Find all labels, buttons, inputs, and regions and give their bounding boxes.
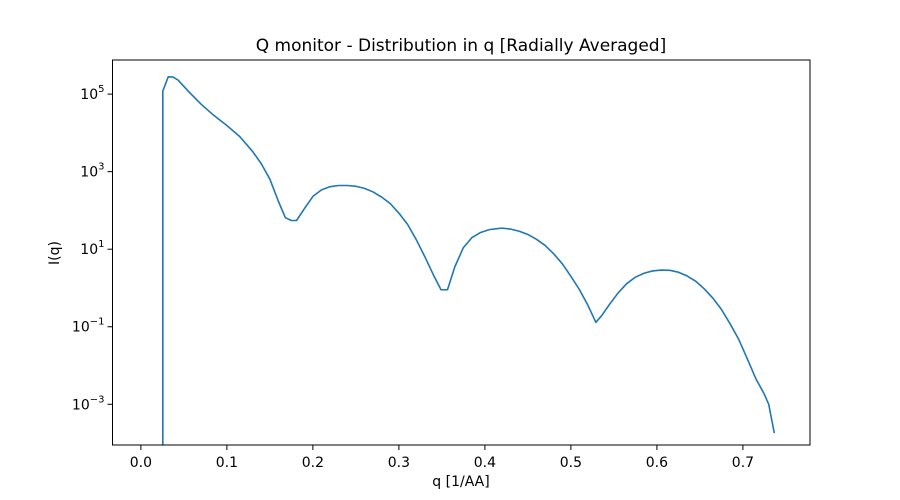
y-tick-label-exponent: 1	[98, 239, 104, 250]
x-tick-label: 0.7	[732, 455, 754, 471]
y-tick-label: 10−1	[72, 317, 105, 336]
x-tick-label: 0.5	[560, 455, 582, 471]
x-tick-label: 0.2	[302, 455, 324, 471]
series-line	[162, 75, 776, 445]
plot-frame	[112, 59, 811, 446]
y-tick-label: 103	[80, 162, 104, 181]
y-tick-label-exponent: −1	[90, 317, 105, 328]
y-tick-label: 10−3	[72, 394, 105, 413]
y-tick-label: 101	[80, 239, 104, 258]
x-tick-label: 0.1	[216, 455, 238, 471]
y-tick-label-exponent: 5	[98, 84, 104, 95]
ticks-layer: 0.0 0.1 0.2 0.3 0.4 0.5 0.6 0.710510310110−110−…	[72, 84, 754, 471]
series-layer	[162, 75, 776, 445]
y-tick-label-base: 10	[80, 87, 98, 103]
y-tick-label-base: 10	[72, 320, 90, 336]
x-tick-label: 0.4	[474, 455, 496, 471]
y-tick-label-base: 10	[80, 165, 98, 181]
y-tick-label-base: 10	[80, 242, 98, 258]
y-tick-label-exponent: 3	[98, 162, 104, 173]
x-axis-label: q [1/AA]	[432, 474, 489, 490]
y-tick-label-exponent: −3	[90, 394, 105, 405]
x-tick-label: 0.0	[130, 455, 152, 471]
x-tick-label: 0.3	[388, 455, 410, 471]
chart-title: Q monitor - Distribution in q [Radially …	[256, 36, 666, 56]
y-tick-label: 105	[80, 84, 104, 103]
y-tick-label-base: 10	[72, 397, 90, 413]
x-tick-label: 0.6	[646, 455, 668, 471]
y-axis-label: I(q)	[47, 241, 63, 265]
